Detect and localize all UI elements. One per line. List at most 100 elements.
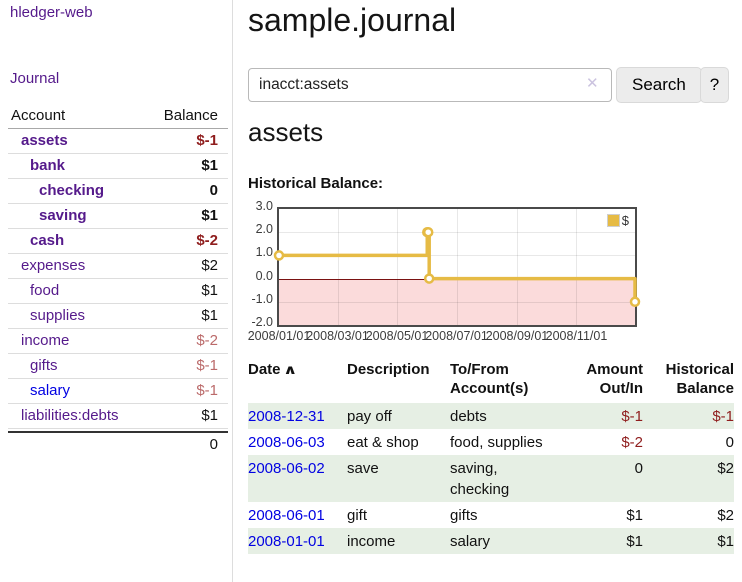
- gridline: [279, 232, 635, 234]
- account-row: checking 0: [8, 179, 228, 204]
- register-cell-accounts: food, supplies: [450, 434, 543, 451]
- account-link[interactable]: food: [30, 282, 60, 299]
- chart-negative-region: [279, 278, 635, 325]
- gridline: [279, 255, 635, 257]
- register-cell-accounts: saving, checking: [450, 460, 510, 498]
- account-row: saving $1: [8, 204, 228, 229]
- search-button[interactable]: Search: [616, 67, 702, 103]
- x-tick-label: 2008/05/01: [365, 329, 429, 343]
- register-cell-description: gift: [347, 507, 368, 524]
- search-input[interactable]: [248, 68, 612, 102]
- y-tick-label: -2.0: [251, 315, 273, 329]
- accounts-header-balance: Balance: [163, 107, 218, 124]
- account-link[interactable]: saving: [39, 207, 87, 224]
- register-date-link[interactable]: 2008-06-03: [248, 434, 325, 451]
- account-balance: $1: [201, 282, 218, 299]
- main-content: sample.journal ✕ Search ? assets Histori…: [248, 0, 742, 582]
- x-tick-label: 2008/07/01: [425, 329, 488, 343]
- accounts-table-header: Account Balance: [8, 103, 228, 129]
- register-cell-balance: 0: [725, 434, 734, 451]
- register-header-date: Date ∧: [248, 360, 347, 403]
- register-cell-balance: $1: [717, 533, 734, 550]
- legend-label: $: [621, 213, 629, 228]
- legend-swatch-icon: [606, 214, 620, 227]
- app-brand-link[interactable]: hledger-web: [10, 4, 93, 21]
- register-cell-accounts: gifts: [450, 507, 478, 524]
- register-date-link[interactable]: 2008-06-01: [248, 507, 325, 524]
- register-cell-description: save: [347, 460, 379, 477]
- register-cell-balance: $-1: [712, 408, 734, 425]
- account-balance: $2: [201, 257, 218, 274]
- register-cell-amount: 0: [634, 460, 643, 477]
- gridline: [576, 209, 578, 325]
- sidebar: hledger-web Journal Account Balance asse…: [0, 0, 233, 582]
- sort-ascending-icon[interactable]: ∧: [282, 362, 297, 377]
- account-link[interactable]: expenses: [21, 257, 86, 274]
- register-row: 2008-06-03 eat & shop food, supplies $-2 0: [248, 429, 734, 455]
- register-cell-date: 2008-06-03: [248, 429, 347, 455]
- account-link[interactable]: cash: [30, 232, 65, 249]
- register-cell-description: income: [347, 533, 396, 550]
- x-tick-label: 2008/01/01: [247, 329, 311, 343]
- register-cell-amount: $1: [626, 507, 643, 524]
- help-button[interactable]: ?: [700, 67, 729, 103]
- y-tick-label: 1.0: [255, 245, 273, 260]
- account-row: salary $-1: [8, 379, 228, 404]
- account-row: cash $-2: [8, 229, 228, 254]
- register-cell-date: 2008-06-02: [248, 455, 347, 502]
- account-link[interactable]: liabilities:debts: [21, 407, 119, 424]
- account-balance: $-2: [196, 332, 218, 349]
- date-header-label: Date: [248, 361, 281, 378]
- gridline: [516, 209, 518, 325]
- y-tick-label: 2.0: [255, 222, 273, 237]
- account-balance: $-2: [196, 232, 218, 249]
- account-balance: $1: [201, 207, 218, 224]
- account-row: income $-2: [8, 329, 228, 354]
- register-cell-amount: $-1: [621, 408, 643, 425]
- register-date-link[interactable]: 2008-12-31: [248, 408, 325, 425]
- account-row: liabilities:debts $1: [8, 404, 228, 429]
- register-cell-description: eat & shop: [347, 434, 419, 451]
- register-date-link[interactable]: 2008-01-01: [248, 533, 325, 550]
- register-header-description: Description: [347, 361, 430, 378]
- account-link[interactable]: assets: [21, 132, 68, 149]
- account-link[interactable]: supplies: [30, 307, 86, 324]
- register-cell-date: 2008-01-01: [248, 528, 347, 554]
- account-link[interactable]: salary: [30, 382, 71, 399]
- account-balance: $-1: [196, 357, 218, 374]
- account-balance: $-1: [196, 132, 218, 149]
- accounts-total-value: 0: [209, 436, 218, 453]
- register-cell-amount: $-2: [621, 434, 643, 451]
- account-link[interactable]: checking: [39, 182, 105, 199]
- clear-search-icon[interactable]: ✕: [586, 75, 599, 92]
- account-balance: $1: [201, 157, 218, 174]
- register-date-link[interactable]: 2008-06-02: [248, 460, 325, 477]
- register-table: Date ∧ Description To/From Account(s) Amo…: [248, 360, 734, 554]
- x-tick-label: 2008/03/01: [306, 329, 369, 343]
- chart-legend: $: [606, 213, 629, 228]
- register-cell-accounts: debts: [450, 408, 487, 425]
- account-link[interactable]: income: [21, 332, 70, 349]
- register-body: 2008-12-31 pay off debts $-1 $-1 2008-06-03 ea…: [248, 403, 734, 554]
- account-balance: 0: [209, 182, 218, 199]
- register-header-amount: Amount Out/In: [586, 361, 643, 397]
- register-row: 2008-06-02 save saving, checking 0 $2: [248, 455, 734, 502]
- y-tick-label: 3.0: [255, 199, 273, 213]
- account-row: assets $-1: [8, 129, 228, 154]
- account-balance: $1: [201, 307, 218, 324]
- gridline: [456, 209, 458, 325]
- register-cell-accounts: salary: [450, 533, 491, 550]
- register-row: 2008-12-31 pay off debts $-1 $-1: [248, 403, 734, 429]
- account-link[interactable]: gifts: [30, 357, 58, 374]
- register-header-accounts: To/From Account(s): [450, 361, 529, 397]
- accounts-rows: assets $-1 bank $1 checking 0 saving $1 cash $-2 e…: [8, 129, 228, 429]
- account-row: expenses $2: [8, 254, 228, 279]
- register-cell-description: pay off: [347, 408, 392, 425]
- account-row: bank $1: [8, 154, 228, 179]
- y-tick-label: -1.0: [251, 291, 273, 306]
- account-link[interactable]: bank: [30, 157, 66, 174]
- gridline: [337, 209, 339, 325]
- register-header-balance: Historical Balance: [665, 361, 734, 397]
- sidebar-item-journal[interactable]: Journal: [10, 70, 60, 87]
- register-cell-balance: $2: [717, 460, 734, 477]
